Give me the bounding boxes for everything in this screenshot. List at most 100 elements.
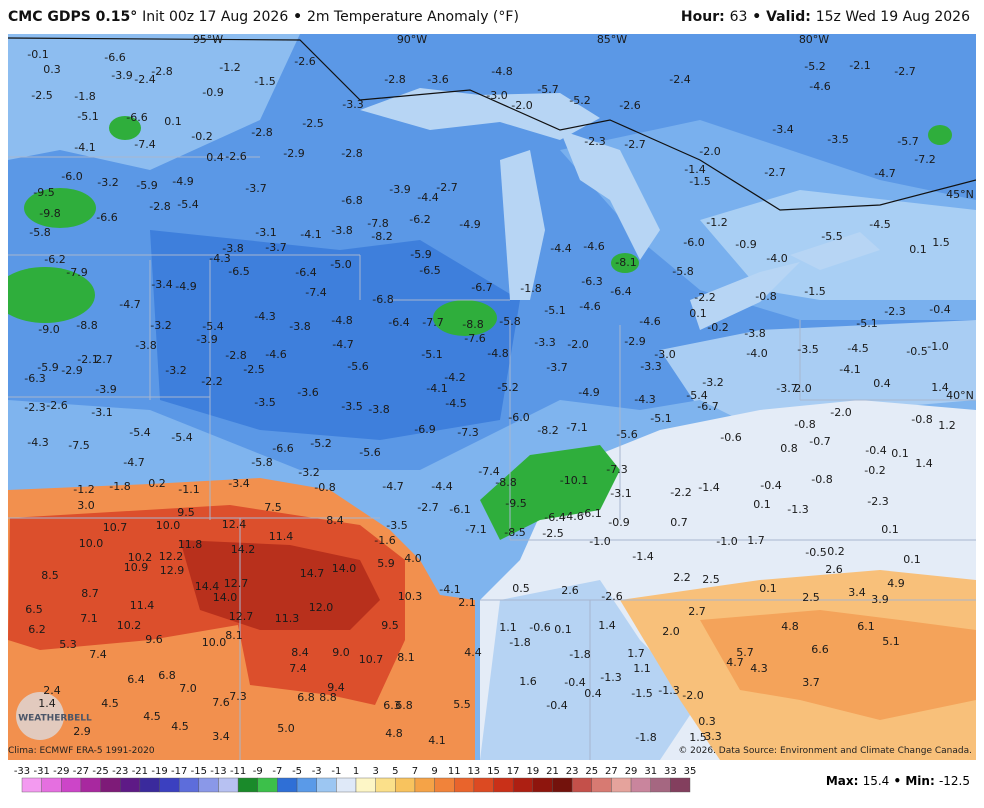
anomaly-value: -0.4 (546, 699, 567, 712)
anomaly-value: -6.6 (104, 51, 125, 64)
anomaly-value: -6.3 (581, 275, 602, 288)
anomaly-value: 2.1 (458, 596, 476, 609)
anomaly-value: 7.4 (289, 662, 307, 675)
anomaly-value: -1.8 (520, 282, 541, 295)
anomaly-value: -6.8 (341, 194, 362, 207)
anomaly-value: -6.8 (372, 293, 393, 306)
hour-label: Hour: (680, 9, 725, 25)
product: 2m Temperature Anomaly (°F) (306, 9, 519, 25)
anomaly-value: 3.4 (212, 730, 230, 743)
anomaly-value: 5.1 (882, 635, 900, 648)
anomaly-value: -6.0 (683, 236, 704, 249)
colorbar-tick-label: 29 (625, 766, 638, 777)
anomaly-value: -3.6 (297, 386, 318, 399)
anomaly-value: -4.9 (172, 175, 193, 188)
anomaly-value: -5.1 (421, 348, 442, 361)
anomaly-value: -2.6 (619, 99, 640, 112)
anomaly-value: -3.3 (640, 360, 661, 373)
anomaly-value: -3.4 (228, 477, 249, 490)
anomaly-value: -0.8 (755, 290, 776, 303)
anomaly-value: 0.1 (881, 523, 899, 536)
anomaly-value: -2.6 (46, 399, 67, 412)
anomaly-value: -3.5 (341, 400, 362, 413)
anomaly-value: -0.9 (202, 86, 223, 99)
anomaly-value: 0.2 (148, 477, 166, 490)
anomaly-value: 1.7 (627, 647, 645, 660)
anomaly-value: 6.2 (28, 623, 46, 636)
anomaly-value: -6.1 (449, 503, 470, 516)
anomaly-value: -4.3 (209, 252, 230, 265)
anomaly-value: -0.4 (865, 444, 886, 457)
anomaly-value: -1.8 (74, 90, 95, 103)
colorbar-tick-label: -23 (112, 766, 128, 777)
anomaly-value: -3.7 (546, 361, 567, 374)
anomaly-value: -6.2 (44, 253, 65, 266)
anomaly-value: -5.1 (77, 110, 98, 123)
colorbar-tick-label: -33 (14, 766, 30, 777)
anomaly-value: -6.4 (610, 285, 631, 298)
anomaly-value: 8.8 (319, 691, 337, 704)
anomaly-value: -3.2 (702, 376, 723, 389)
anomaly-value: -4.8 (487, 347, 508, 360)
anomaly-value: 9.4 (327, 681, 345, 694)
anomaly-value: 4.9 (887, 577, 905, 590)
anomaly-value: -0.7 (809, 435, 830, 448)
anomaly-value: -1.6 (374, 534, 395, 547)
anomaly-value: -3.4 (772, 123, 793, 136)
anomaly-value: -2.3 (584, 135, 605, 148)
anomaly-value: 10.3 (398, 590, 423, 603)
anomaly-value: -2.7 (764, 166, 785, 179)
anomaly-value: -1.1 (178, 483, 199, 496)
anomaly-value: 4.5 (101, 697, 119, 710)
anomaly-value: 5.9 (377, 557, 395, 570)
anomaly-value: -4.7 (332, 338, 353, 351)
anomaly-value: -0.4 (564, 676, 585, 689)
anomaly-value: -3.8 (331, 224, 352, 237)
anomaly-value: 0.4 (206, 151, 224, 164)
anomaly-value: -2.0 (682, 689, 703, 702)
anomaly-value: -6.6 (272, 442, 293, 455)
separator: • (293, 9, 303, 25)
colorbar-tick-label: 3 (372, 766, 378, 777)
colorbar-tick-label: 1 (353, 766, 359, 777)
anomaly-value: -2.0 (830, 406, 851, 419)
anomaly-value: 1.2 (938, 419, 956, 432)
colorbar-tick-label: 35 (684, 766, 697, 777)
anomaly-value: 14.0 (213, 591, 238, 604)
anomaly-value: 0.3 (43, 63, 61, 76)
anomaly-value: 6.3 (383, 699, 401, 712)
colorbar-tick-label: 27 (605, 766, 618, 777)
anomaly-value: -2.1 (849, 59, 870, 72)
anomaly-value: -2.0 (699, 145, 720, 158)
anomaly-value: 1.4 (931, 381, 949, 394)
colorbar-tick-label: -13 (210, 766, 226, 777)
anomaly-value: -9.0 (38, 323, 59, 336)
colorbar-tick-label: 33 (664, 766, 677, 777)
colorbar-tick-label: -21 (132, 766, 148, 777)
colorbar-tick-label: -3 (312, 766, 322, 777)
anomaly-value: -4.1 (426, 382, 447, 395)
anomaly-value: -2.5 (243, 363, 264, 376)
anomaly-value: -1.5 (804, 285, 825, 298)
anomaly-value: -7.8 (367, 217, 388, 230)
anomaly-value: 4.1 (428, 734, 446, 747)
anomaly-value: -0.8 (314, 481, 335, 494)
anomaly-value: -3.5 (827, 133, 848, 146)
anomaly-value: -1.0 (927, 340, 948, 353)
longitude-label: 90°W (397, 33, 427, 46)
anomaly-value: -2.4 (134, 73, 155, 86)
anomaly-value: -0.9 (608, 516, 629, 529)
anomaly-value: -3.4 (151, 278, 172, 291)
anomaly-value: 0.1 (689, 307, 707, 320)
anomaly-value: -5.4 (177, 198, 198, 211)
anomaly-value: -3.5 (386, 519, 407, 532)
anomaly-value: -5.6 (347, 360, 368, 373)
anomaly-value: -0.2 (864, 464, 885, 477)
anomaly-value: -2.3 (24, 401, 45, 414)
anomaly-value: -1.2 (706, 216, 727, 229)
anomaly-value: -0.4 (929, 303, 950, 316)
anomaly-value: -4.4 (550, 242, 571, 255)
anomaly-value: -5.8 (29, 226, 50, 239)
anomaly-value: 6.5 (25, 603, 43, 616)
